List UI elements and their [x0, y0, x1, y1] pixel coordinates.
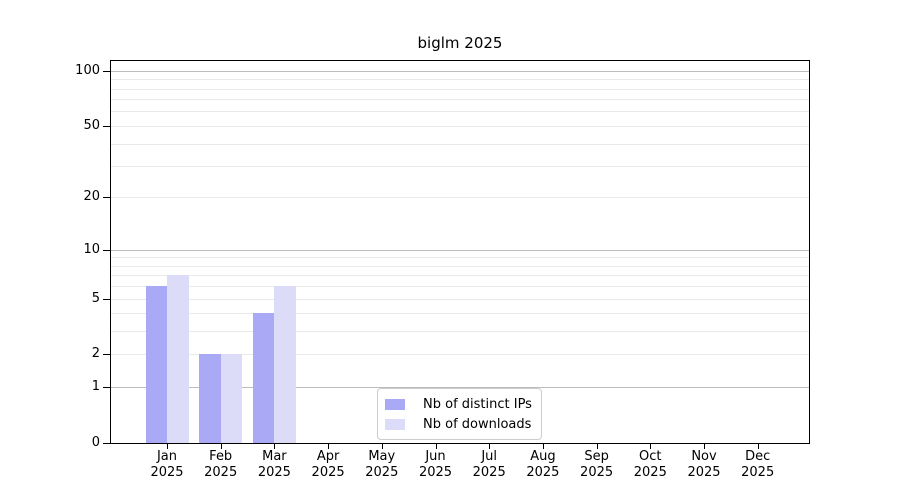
x-tick-jul — [489, 444, 491, 449]
x-tick-month: Jul — [481, 449, 498, 464]
bar-distinct-ips-jan — [145, 286, 167, 443]
gridline-minor-30 — [111, 166, 809, 167]
x-tick-year: 2025 — [526, 465, 560, 480]
gridline-minor-90 — [111, 79, 809, 81]
x-tick-label-may: May 2025 — [350, 449, 414, 481]
y-tick-label-20: 20 — [83, 189, 100, 205]
x-tick-label-mar: Mar 2025 — [242, 449, 306, 481]
x-tick-label-nov: Nov 2025 — [672, 449, 736, 481]
x-tick-month: Apr — [316, 449, 340, 464]
legend-swatch-downloads — [385, 418, 405, 430]
legend-label: Nb of downloads — [423, 416, 532, 432]
gridline-major-100 — [111, 70, 809, 72]
x-tick-month: Aug — [530, 449, 556, 464]
x-tick-nov — [704, 444, 705, 449]
x-tick-label-feb: Feb 2025 — [189, 449, 253, 481]
gridline-minor-80 — [111, 88, 809, 90]
gridline-minor-50 — [111, 125, 809, 127]
x-tick-oct — [650, 444, 652, 449]
x-tick-month: May — [368, 449, 396, 464]
plot-area — [110, 60, 810, 444]
x-tick-label-jun: Jun 2025 — [404, 449, 468, 481]
x-tick-sep — [596, 444, 598, 449]
gridline-minor-7 — [111, 275, 809, 277]
chart-title: biglm 2025 — [417, 34, 503, 52]
x-tick-year: 2025 — [418, 465, 453, 480]
x-tick-month: Nov — [691, 449, 717, 464]
x-tick-label-apr: Apr 2025 — [296, 449, 360, 481]
x-tick-month: Sep — [584, 449, 609, 464]
x-tick-label-jul: Jul 2025 — [457, 449, 521, 481]
x-tick-dec — [757, 444, 759, 449]
x-tick-year: 2025 — [257, 465, 291, 480]
x-tick-month: Dec — [745, 449, 771, 464]
y-tick-5 — [103, 298, 110, 300]
bar-distinct-ips-feb — [199, 354, 221, 443]
gridline-minor-4 — [111, 313, 809, 315]
x-tick-may — [381, 444, 383, 449]
x-tick-year: 2025 — [365, 465, 399, 480]
y-tick-label-50: 50 — [83, 117, 100, 133]
bar-downloads-jan — [167, 275, 189, 443]
x-tick-month: Jan — [156, 449, 178, 464]
y-tick-label-10: 10 — [83, 241, 100, 257]
y-tick-label-0: 0 — [91, 435, 100, 450]
bar-downloads-feb — [220, 354, 243, 443]
y-tick-2 — [103, 354, 110, 356]
x-tick-aug — [542, 444, 544, 449]
legend-label: Nb of distinct IPs — [423, 396, 532, 412]
gridline-minor-20 — [111, 197, 809, 199]
y-tick-label-100: 100 — [75, 62, 100, 78]
gridline-minor-3 — [111, 331, 809, 333]
gridline-minor-6 — [111, 286, 809, 288]
y-tick-0 — [103, 443, 110, 444]
bar-downloads-mar — [274, 286, 296, 443]
legend-item-distinct-ips: Nb of distinct IPs — [385, 394, 532, 414]
x-tick-month: Mar — [262, 449, 287, 464]
x-tick-month: Jun — [425, 449, 446, 464]
x-tick-year: 2025 — [741, 465, 775, 480]
y-tick-50 — [103, 125, 110, 127]
x-tick-label-sep: Sep 2025 — [565, 449, 629, 481]
gridline-minor-8 — [111, 265, 809, 267]
gridline-major-10 — [111, 249, 809, 251]
x-tick-label-oct: Oct 2025 — [618, 449, 682, 481]
x-tick-jun — [435, 444, 437, 449]
y-tick-label-5: 5 — [91, 290, 100, 306]
x-tick-year: 2025 — [311, 465, 345, 480]
gridline-minor-2 — [111, 354, 809, 356]
x-tick-label-aug: Aug 2025 — [511, 449, 575, 481]
x-tick-label-jan: Jan 2025 — [135, 449, 199, 481]
x-tick-year: 2025 — [687, 465, 721, 480]
x-tick-year: 2025 — [580, 465, 614, 480]
gridline-minor-60 — [111, 111, 809, 113]
x-tick-year: 2025 — [204, 465, 238, 480]
gridline-minor-70 — [111, 99, 809, 101]
x-tick-feb — [220, 444, 222, 449]
y-tick-20 — [103, 197, 110, 199]
x-tick-month: Feb — [209, 449, 233, 464]
legend: Nb of distinct IPs Nb of downloads — [377, 388, 542, 440]
x-tick-year: 2025 — [633, 465, 667, 480]
legend-item-downloads: Nb of downloads — [385, 414, 532, 434]
y-tick-1 — [103, 387, 110, 389]
gridline-major-1 — [111, 387, 809, 389]
x-tick-mar — [274, 444, 276, 449]
bar-distinct-ips-mar — [252, 313, 275, 443]
x-tick-apr — [328, 444, 330, 449]
gridline-minor-40 — [111, 143, 809, 145]
x-tick-year: 2025 — [150, 465, 184, 480]
x-tick-month: Oct — [639, 449, 662, 464]
gridline-minor-9 — [111, 257, 809, 259]
x-tick-jan — [167, 444, 168, 449]
gridline-minor-5 — [111, 298, 809, 300]
x-tick-label-dec: Dec 2025 — [726, 449, 790, 481]
legend-swatch-distinct-ips — [385, 398, 405, 410]
y-tick-10 — [103, 249, 110, 251]
y-tick-100 — [103, 70, 110, 72]
x-tick-year: 2025 — [472, 465, 506, 480]
y-tick-label-1: 1 — [91, 379, 100, 395]
y-tick-label-2: 2 — [91, 346, 100, 362]
